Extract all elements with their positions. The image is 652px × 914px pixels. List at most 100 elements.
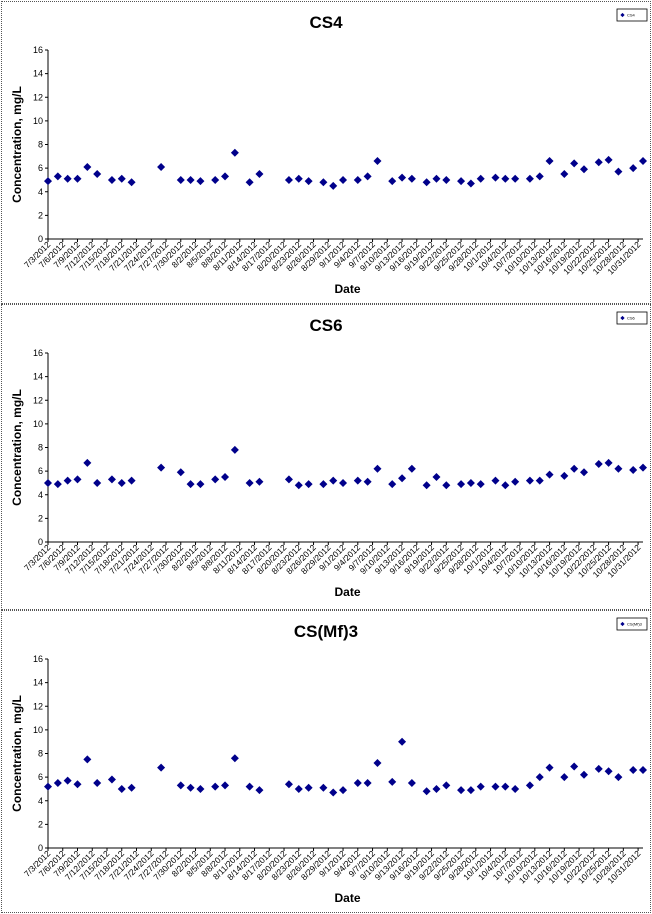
data-point (319, 783, 328, 792)
data-point (211, 175, 220, 184)
chart-svg: CS6 CS602468101214167/3/20127/6/20127/9/2… (10, 311, 648, 599)
data-point (339, 478, 348, 487)
y-tick-label: 10 (33, 725, 43, 735)
data-point (570, 464, 579, 473)
data-point (230, 148, 239, 157)
data-point (594, 158, 603, 167)
data-point (491, 173, 500, 182)
data-point (501, 481, 510, 490)
y-tick-label: 2 (38, 513, 43, 523)
data-point (353, 175, 362, 184)
data-point (579, 468, 588, 477)
data-point (457, 786, 466, 795)
data-point (63, 174, 72, 183)
data-point (604, 458, 613, 467)
data-point (545, 763, 554, 772)
y-tick-label: 16 (33, 348, 43, 358)
data-point (73, 174, 82, 183)
data-point (83, 162, 92, 171)
data-point (319, 178, 328, 187)
data-point (83, 755, 92, 764)
data-point (107, 475, 116, 484)
data-point (545, 157, 554, 166)
data-point (353, 476, 362, 485)
data-point (511, 477, 520, 486)
data-point (373, 464, 382, 473)
data-point (221, 172, 230, 181)
chart-title: CS4 (309, 13, 343, 32)
x-axis-title: Date (334, 585, 360, 599)
data-point (294, 784, 303, 793)
data-point (639, 157, 647, 166)
data-point (53, 779, 62, 788)
y-tick-label: 14 (33, 678, 43, 688)
legend-label: CS(Mf)3 (627, 622, 643, 627)
data-point (525, 174, 534, 183)
data-point (388, 177, 397, 186)
x-axis-title: Date (334, 282, 360, 296)
data-point (432, 174, 441, 183)
data-point (407, 174, 416, 183)
y-tick-label: 6 (38, 163, 43, 173)
data-point (186, 175, 195, 184)
y-tick-label: 12 (33, 92, 43, 102)
data-point (432, 784, 441, 793)
data-point (604, 155, 613, 164)
legend: CS6 (616, 311, 648, 325)
data-point (107, 775, 116, 784)
data-point (44, 782, 52, 791)
y-axis-title: Concentration, mg/L (10, 86, 24, 203)
data-point (353, 779, 362, 788)
data-point (579, 770, 588, 779)
data-point (211, 475, 220, 484)
data-point (535, 172, 544, 181)
y-axis-title: Concentration, mg/L (10, 389, 24, 506)
y-tick-label: 2 (38, 819, 43, 829)
y-tick-label: 10 (33, 116, 43, 126)
data-point (629, 164, 638, 173)
data-point (230, 754, 239, 763)
data-point (363, 172, 372, 181)
data-point (117, 478, 126, 487)
data-point (388, 480, 397, 489)
data-point (457, 480, 466, 489)
data-point (211, 782, 220, 791)
chart-panel-cs4: CS4 CS4 0 2 4 6 8 10 12 14 16 7/3/2012 7/6/2012 7/9/2… (1, 1, 651, 304)
legend: CS(Mf)3 (616, 617, 648, 631)
data-point (570, 762, 579, 771)
data-point (407, 779, 416, 788)
data-point (614, 167, 623, 176)
data-point (157, 162, 166, 171)
data-point (442, 781, 451, 790)
data-point (339, 175, 348, 184)
data-point (614, 773, 623, 782)
data-point (221, 473, 230, 482)
data-point (422, 787, 431, 796)
data-point (93, 779, 102, 788)
data-point (373, 758, 382, 767)
data-point (535, 773, 544, 782)
data-point (196, 784, 205, 793)
data-point (107, 175, 116, 184)
data-point (363, 477, 372, 486)
data-point (442, 481, 451, 490)
data-point (501, 174, 510, 183)
data-point (127, 783, 136, 792)
data-point (501, 782, 510, 791)
data-point (117, 174, 126, 183)
y-tick-label: 16 (33, 654, 43, 664)
data-point (466, 786, 475, 795)
data-point (363, 779, 372, 788)
chart-svg: CS4 CS402468101214167/3/20127/6/20127/9/2… (10, 8, 648, 296)
x-axis-title: Date (334, 891, 360, 905)
data-point (176, 175, 185, 184)
data-point (93, 478, 102, 487)
data-point (63, 476, 72, 485)
data-point (53, 480, 62, 489)
data-point (525, 476, 534, 485)
chart-title: CS(Mf)3 (294, 622, 358, 641)
data-point (186, 783, 195, 792)
data-point (63, 776, 72, 785)
data-point (457, 177, 466, 186)
data-point (525, 781, 534, 790)
